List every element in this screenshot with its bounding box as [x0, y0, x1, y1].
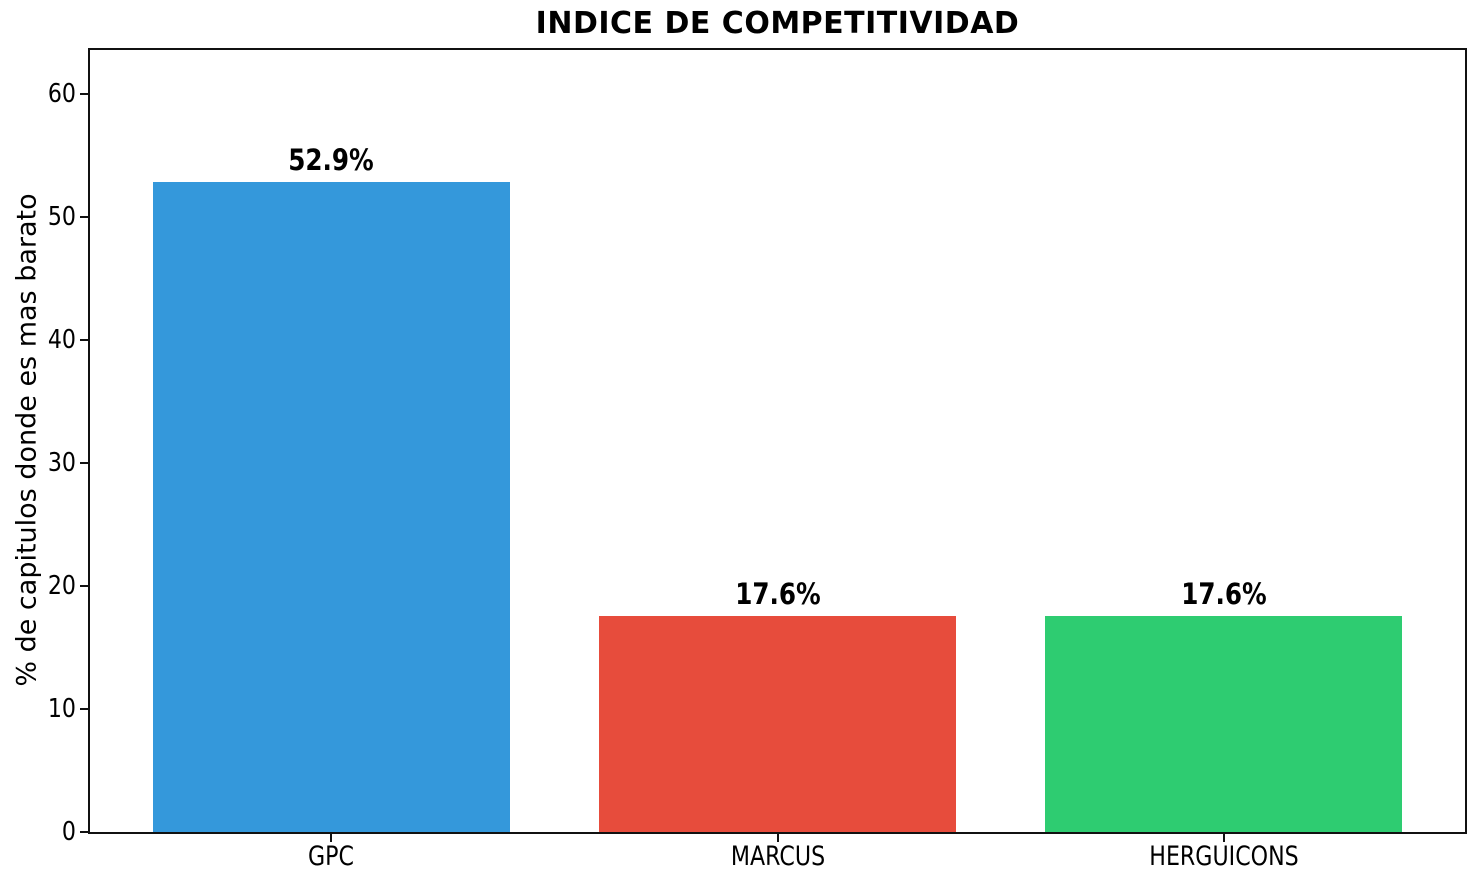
- y-axis-label: % de capitulos donde es mas barato: [11, 193, 43, 687]
- x-tick-mark-gpc: [330, 834, 333, 842]
- y-tick-mark-10: [80, 708, 88, 711]
- y-tick-mark-40: [80, 339, 88, 342]
- bars-layer: [90, 50, 1465, 832]
- x-tick-mark-marcus: [776, 834, 779, 842]
- x-tick-mark-herguicons: [1222, 834, 1225, 842]
- bar-herguicons: [1045, 615, 1403, 832]
- y-tick-label-10: 10: [47, 694, 76, 725]
- y-tick-mark-0: [80, 831, 88, 833]
- y-tick-mark-30: [80, 462, 88, 465]
- y-tick-mark-20: [80, 585, 88, 588]
- bar-marcus: [598, 615, 957, 832]
- y-tick-label-0: 0: [61, 817, 76, 847]
- x-tick-label-gpc: GPC: [308, 841, 355, 872]
- y-tick-label-60: 60: [47, 79, 76, 110]
- x-tick-label-marcus: MARCUS: [730, 841, 825, 872]
- y-tick-mark-60: [80, 93, 88, 96]
- bar-gpc: [152, 181, 510, 832]
- y-tick-mark-50: [80, 216, 88, 219]
- plot-area: [88, 48, 1467, 834]
- chart-title: INDICE DE COMPETITIVIDAD: [535, 6, 1020, 41]
- x-tick-label-herguicons: HERGUICONS: [1149, 841, 1299, 872]
